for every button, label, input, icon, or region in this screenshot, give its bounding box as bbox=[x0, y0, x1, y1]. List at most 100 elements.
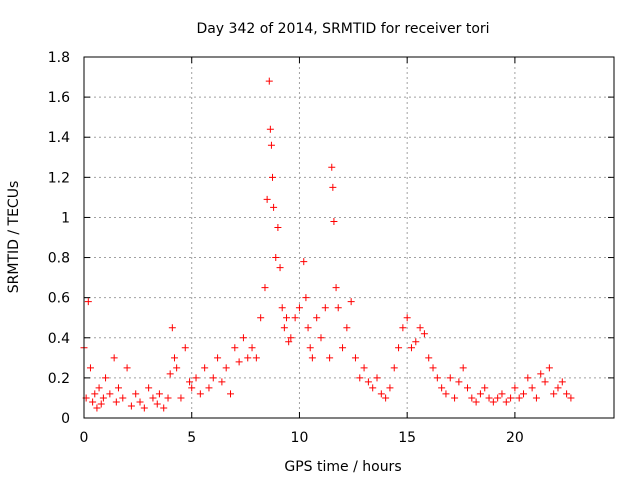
data-point bbox=[407, 344, 415, 352]
data-point bbox=[369, 384, 377, 392]
data-point bbox=[442, 390, 450, 398]
data-point bbox=[170, 354, 178, 362]
data-point bbox=[360, 364, 368, 372]
data-point bbox=[403, 314, 411, 322]
data-point bbox=[173, 364, 181, 372]
data-point bbox=[554, 384, 562, 392]
y-tick-label: 1.6 bbox=[48, 90, 70, 106]
x-tick-label: 20 bbox=[506, 430, 524, 446]
data-point bbox=[459, 364, 467, 372]
data-point bbox=[328, 163, 336, 171]
data-point bbox=[95, 384, 103, 392]
y-tick-label: 1.2 bbox=[48, 170, 70, 186]
data-point bbox=[330, 217, 338, 225]
x-axis-label: GPS time / hours bbox=[284, 459, 401, 475]
data-point bbox=[455, 378, 463, 386]
data-point bbox=[99, 394, 107, 402]
data-point bbox=[313, 314, 321, 322]
data-point bbox=[149, 394, 157, 402]
data-point bbox=[382, 394, 390, 402]
y-tick-label: 1.8 bbox=[48, 50, 70, 66]
data-point bbox=[306, 344, 314, 352]
data-point bbox=[269, 173, 277, 181]
data-point bbox=[308, 354, 316, 362]
data-point bbox=[433, 374, 441, 382]
data-point bbox=[201, 364, 209, 372]
data-point bbox=[390, 364, 398, 372]
x-tick-labels: 0 5 10 15 20 bbox=[80, 430, 524, 446]
data-point bbox=[136, 398, 144, 406]
axis-ticks bbox=[83, 56, 614, 419]
data-point bbox=[295, 304, 303, 312]
data-point bbox=[84, 298, 92, 306]
data-point bbox=[166, 370, 174, 378]
data-point bbox=[132, 390, 140, 398]
grid-lines bbox=[84, 57, 614, 418]
data-point bbox=[214, 354, 222, 362]
data-point bbox=[110, 354, 118, 362]
data-point bbox=[261, 284, 269, 292]
data-point bbox=[168, 324, 176, 332]
data-point bbox=[209, 374, 217, 382]
data-point bbox=[283, 314, 291, 322]
data-point bbox=[285, 338, 293, 346]
data-point bbox=[524, 374, 532, 382]
data-point bbox=[429, 364, 437, 372]
data-point bbox=[123, 364, 131, 372]
data-point bbox=[334, 304, 342, 312]
data-point bbox=[489, 398, 497, 406]
data-points bbox=[80, 77, 575, 412]
data-point bbox=[507, 394, 515, 402]
data-point bbox=[91, 390, 99, 398]
data-point bbox=[106, 390, 114, 398]
y-tick-label: 0.4 bbox=[48, 331, 70, 347]
data-point bbox=[266, 125, 274, 133]
data-point bbox=[386, 384, 394, 392]
data-point bbox=[332, 284, 340, 292]
data-point bbox=[280, 324, 288, 332]
data-point bbox=[155, 390, 163, 398]
data-point bbox=[272, 254, 280, 262]
data-point bbox=[222, 364, 230, 372]
data-point bbox=[498, 390, 506, 398]
data-point bbox=[235, 358, 243, 366]
data-point bbox=[244, 354, 252, 362]
data-point bbox=[541, 378, 549, 386]
data-point bbox=[377, 390, 385, 398]
data-point bbox=[537, 370, 545, 378]
data-point bbox=[127, 402, 135, 410]
data-point bbox=[463, 384, 471, 392]
data-point bbox=[563, 390, 571, 398]
data-point bbox=[329, 183, 337, 191]
data-point bbox=[347, 298, 355, 306]
data-point bbox=[263, 195, 271, 203]
y-tick-label: 1.4 bbox=[48, 130, 70, 146]
data-point bbox=[274, 223, 282, 231]
data-point bbox=[231, 344, 239, 352]
data-point bbox=[114, 384, 122, 392]
data-point bbox=[177, 394, 185, 402]
data-point bbox=[287, 334, 295, 342]
data-point bbox=[339, 344, 347, 352]
data-point bbox=[481, 384, 489, 392]
data-point bbox=[550, 390, 558, 398]
data-point bbox=[567, 394, 575, 402]
data-point bbox=[446, 374, 454, 382]
data-point bbox=[351, 354, 359, 362]
y-tick-label: 1 bbox=[61, 210, 70, 226]
x-tick-label: 0 bbox=[80, 430, 89, 446]
data-point bbox=[412, 338, 420, 346]
data-point bbox=[291, 314, 299, 322]
plot-frame bbox=[83, 56, 615, 419]
data-point bbox=[438, 384, 446, 392]
y-tick-label: 0.2 bbox=[48, 371, 70, 387]
data-point bbox=[188, 384, 196, 392]
data-point bbox=[364, 378, 372, 386]
data-point bbox=[416, 324, 424, 332]
data-point bbox=[300, 258, 308, 266]
data-point bbox=[425, 354, 433, 362]
data-point bbox=[326, 354, 334, 362]
data-point bbox=[257, 314, 265, 322]
data-point bbox=[112, 398, 120, 406]
